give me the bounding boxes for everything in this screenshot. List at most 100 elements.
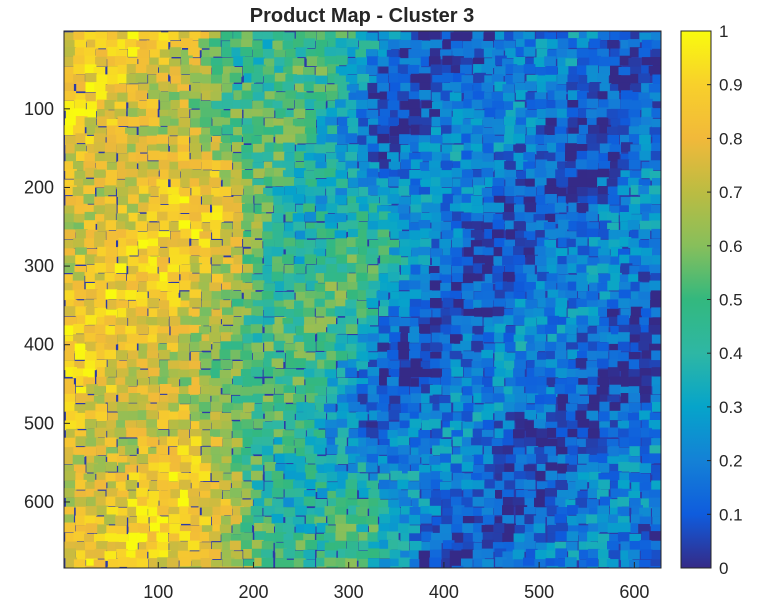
heatmap-cell bbox=[358, 204, 371, 214]
heatmap-cell bbox=[159, 272, 171, 282]
heatmap-cell bbox=[429, 557, 441, 568]
heatmap-cell bbox=[335, 298, 348, 309]
heatmap-cell bbox=[525, 376, 538, 387]
heatmap-cell bbox=[116, 143, 129, 154]
heatmap-cell bbox=[178, 410, 190, 421]
heatmap-cell bbox=[598, 153, 611, 164]
heatmap-cell bbox=[649, 566, 661, 568]
heatmap-cell bbox=[535, 195, 548, 206]
heatmap-cell bbox=[431, 212, 444, 223]
heatmap-cell bbox=[442, 540, 455, 550]
heatmap-cell bbox=[397, 479, 410, 490]
heatmap-cell bbox=[125, 445, 137, 455]
heatmap-cell bbox=[639, 317, 651, 328]
heatmap-cell bbox=[105, 177, 117, 188]
heatmap-cell bbox=[74, 170, 87, 181]
heatmap-cell bbox=[219, 369, 232, 380]
heatmap-cell bbox=[554, 514, 567, 524]
heatmap-cell bbox=[607, 135, 620, 145]
heatmap-cell bbox=[231, 559, 243, 568]
heatmap-cell bbox=[494, 548, 507, 559]
heatmap-cell bbox=[555, 248, 568, 258]
heatmap-cell bbox=[546, 542, 559, 553]
heatmap-cell bbox=[94, 533, 106, 544]
heatmap-cell bbox=[127, 135, 139, 145]
heatmap-cell bbox=[148, 150, 160, 161]
heatmap-cell bbox=[379, 211, 391, 222]
heatmap-cell bbox=[493, 40, 506, 51]
heatmap-cell bbox=[575, 479, 588, 490]
heatmap-cell bbox=[577, 404, 589, 414]
heatmap-cell bbox=[481, 299, 494, 310]
heatmap-cell bbox=[439, 438, 452, 449]
heatmap-cell bbox=[588, 341, 600, 352]
heatmap-cell bbox=[97, 316, 109, 327]
heatmap-cell bbox=[156, 40, 169, 51]
heatmap-cell bbox=[524, 420, 537, 431]
heatmap-cell bbox=[461, 497, 474, 508]
heatmap-cell bbox=[493, 386, 506, 397]
heatmap-cell bbox=[158, 231, 171, 241]
heatmap-cell bbox=[524, 437, 536, 448]
heatmap-cell bbox=[313, 84, 326, 94]
heatmap-cell bbox=[86, 289, 98, 299]
heatmap-cell bbox=[275, 522, 287, 533]
heatmap-cell bbox=[282, 161, 295, 171]
heatmap-cell bbox=[587, 499, 599, 509]
heatmap-cell bbox=[327, 195, 339, 206]
heatmap-cell bbox=[64, 514, 74, 525]
heatmap-cell bbox=[481, 539, 494, 550]
heatmap-cell bbox=[220, 222, 233, 233]
heatmap-cell bbox=[470, 159, 483, 169]
heatmap-cell bbox=[107, 359, 120, 370]
heatmap-cell bbox=[547, 49, 559, 60]
heatmap-cell bbox=[596, 453, 609, 464]
heatmap-cell bbox=[651, 367, 661, 377]
heatmap-cell bbox=[472, 496, 485, 507]
heatmap-cell bbox=[201, 525, 214, 535]
heatmap-cell bbox=[211, 187, 223, 198]
heatmap-cell bbox=[544, 56, 556, 67]
heatmap-cell bbox=[610, 56, 623, 67]
heatmap-cell bbox=[597, 31, 610, 40]
heatmap-cell bbox=[439, 334, 452, 345]
heatmap-cell bbox=[64, 263, 76, 273]
heatmap-cell bbox=[410, 212, 422, 223]
heatmap-cell bbox=[534, 559, 547, 568]
heatmap-cell bbox=[378, 479, 391, 490]
heatmap-cell bbox=[73, 213, 86, 224]
heatmap-cell bbox=[451, 480, 463, 491]
heatmap-cell bbox=[335, 531, 348, 541]
heatmap-cell bbox=[411, 498, 423, 508]
heatmap-cell bbox=[397, 204, 410, 215]
heatmap-cell bbox=[285, 49, 298, 59]
heatmap-cell bbox=[484, 273, 497, 284]
heatmap-cell bbox=[442, 83, 454, 93]
heatmap-cell bbox=[491, 446, 504, 456]
heatmap-cell bbox=[84, 211, 97, 222]
heatmap-cell bbox=[557, 38, 570, 49]
heatmap-cell bbox=[409, 239, 422, 250]
heatmap-cell bbox=[64, 384, 76, 395]
heatmap-cell bbox=[639, 368, 652, 378]
heatmap-cell bbox=[200, 74, 212, 85]
heatmap-cell bbox=[231, 47, 244, 58]
heatmap-cell bbox=[127, 143, 139, 154]
heatmap-cell bbox=[397, 91, 409, 101]
heatmap-cell bbox=[345, 499, 358, 509]
heatmap-cell bbox=[115, 542, 128, 552]
heatmap-cell bbox=[617, 516, 630, 526]
heatmap-cell bbox=[513, 144, 525, 155]
heatmap-cell bbox=[116, 350, 128, 360]
heatmap-cell bbox=[263, 317, 275, 328]
heatmap-cell bbox=[513, 447, 525, 458]
heatmap-cell bbox=[148, 549, 161, 560]
heatmap-cell bbox=[128, 186, 140, 196]
heatmap-cell bbox=[472, 254, 485, 265]
heatmap-cell bbox=[650, 204, 661, 215]
heatmap-cell bbox=[430, 342, 442, 353]
heatmap-cell bbox=[578, 307, 590, 317]
heatmap-cell bbox=[358, 246, 370, 257]
heatmap-cell bbox=[379, 463, 392, 474]
heatmap-cell bbox=[502, 515, 514, 525]
